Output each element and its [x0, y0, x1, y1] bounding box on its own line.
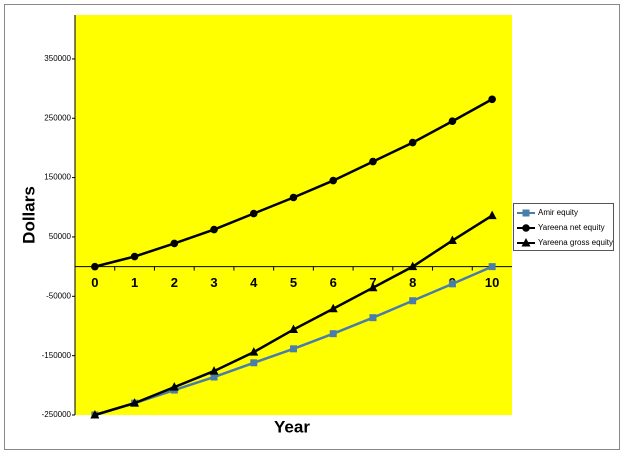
y-tick-label: 50000 [49, 232, 72, 241]
marker [368, 282, 378, 292]
marker [289, 324, 298, 334]
marker [250, 359, 258, 367]
marker [522, 209, 530, 217]
y-axis-title: Dollars [19, 186, 38, 244]
marker [487, 210, 497, 220]
marker [409, 297, 417, 305]
marker [249, 347, 259, 356]
marker [448, 280, 456, 288]
marker [249, 209, 258, 218]
y-tick-label: -150000 [42, 351, 72, 360]
x-tick-label: 10 [485, 275, 499, 290]
y-tick-label: -50000 [46, 291, 71, 300]
marker [289, 193, 298, 202]
marker [447, 235, 457, 245]
marker [130, 398, 140, 407]
x-tick-label: 8 [409, 275, 416, 290]
marker [522, 224, 530, 232]
marker [408, 138, 417, 147]
marker [90, 410, 100, 419]
y-tick-label: 350000 [44, 54, 71, 63]
marker [329, 330, 337, 338]
plot-area [75, 15, 512, 415]
x-tick-label: 1 [131, 275, 138, 290]
x-tick-label: 7 [369, 275, 376, 290]
marker [91, 262, 99, 271]
marker [488, 95, 496, 104]
marker [448, 117, 457, 126]
x-tick-label: 5 [290, 275, 297, 290]
marker [328, 303, 338, 313]
y-tick-label: 150000 [44, 173, 71, 182]
marker [369, 157, 377, 166]
marker [290, 345, 297, 353]
x-tick-label: 6 [330, 275, 337, 290]
marker [210, 225, 218, 234]
marker [521, 238, 531, 247]
marker [169, 382, 179, 391]
y-tick-label: 250000 [44, 113, 71, 122]
marker [209, 366, 219, 375]
marker [210, 373, 218, 381]
marker [170, 239, 179, 248]
x-tick-label: 2 [171, 275, 178, 290]
marker [329, 176, 338, 185]
marker [488, 263, 496, 271]
x-tick-label: 4 [250, 275, 258, 290]
x-tick-label: 3 [210, 275, 217, 290]
x-tick-label: 0 [91, 275, 98, 290]
marker [130, 252, 139, 261]
marker [369, 314, 377, 322]
legend-label: Amir equity [538, 208, 578, 217]
marker [408, 261, 418, 271]
y-tick-label: -250000 [42, 410, 72, 419]
legend-label: Yareena net equity [538, 223, 605, 232]
legend-label: Yareena gross equity [538, 238, 613, 247]
x-axis-title: Year [274, 417, 310, 436]
